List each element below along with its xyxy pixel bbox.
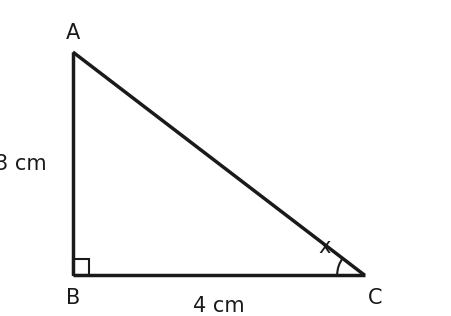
Text: B: B <box>66 289 80 308</box>
Text: A: A <box>66 23 80 43</box>
Text: 3 cm: 3 cm <box>0 154 46 173</box>
Text: x: x <box>318 237 330 257</box>
Text: C: C <box>368 289 382 308</box>
Text: 4 cm: 4 cm <box>193 296 244 316</box>
